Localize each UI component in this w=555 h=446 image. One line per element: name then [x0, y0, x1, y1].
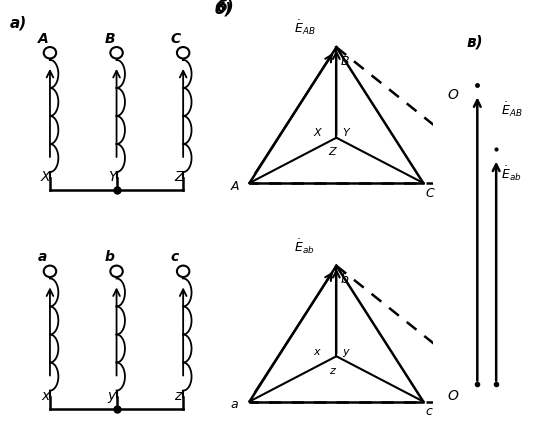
- Text: z: z: [174, 389, 181, 403]
- Text: C: C: [425, 187, 434, 200]
- Text: O: O: [447, 87, 458, 102]
- Text: x: x: [313, 347, 320, 356]
- Text: $\dot{E}_{AB}$: $\dot{E}_{AB}$: [501, 100, 522, 119]
- Text: $\dot{E}_{ab}$: $\dot{E}_{ab}$: [501, 164, 521, 183]
- Circle shape: [110, 265, 123, 277]
- Text: б): б): [215, 2, 233, 17]
- Text: a: a: [230, 398, 238, 412]
- Text: Y: Y: [108, 170, 116, 184]
- Text: z: z: [329, 366, 335, 376]
- Circle shape: [44, 265, 56, 277]
- Text: $\dot{E}_{AB}$: $\dot{E}_{AB}$: [294, 19, 315, 37]
- Text: $\dot{E}_{ab}$: $\dot{E}_{ab}$: [294, 237, 315, 256]
- Text: B: B: [340, 54, 349, 68]
- Text: c: c: [425, 405, 432, 418]
- Text: A: A: [38, 32, 48, 45]
- Text: Z: Z: [329, 147, 336, 157]
- Text: Z: Z: [174, 170, 184, 184]
- Text: b: b: [340, 273, 348, 286]
- Text: Y: Y: [342, 128, 349, 138]
- Text: b: b: [104, 250, 114, 264]
- Circle shape: [177, 265, 189, 277]
- Text: B: B: [104, 32, 115, 45]
- Text: O: O: [447, 388, 458, 403]
- Text: y: y: [342, 347, 349, 356]
- Text: x: x: [41, 389, 49, 403]
- Text: X: X: [41, 170, 51, 184]
- Circle shape: [44, 47, 56, 58]
- Text: c: c: [171, 250, 179, 264]
- Circle shape: [110, 47, 123, 58]
- Text: A: A: [230, 180, 239, 193]
- Circle shape: [177, 47, 189, 58]
- Text: a: a: [38, 250, 47, 264]
- Text: X: X: [313, 128, 321, 138]
- Text: б): б): [216, 0, 234, 16]
- Text: в): в): [466, 34, 483, 50]
- Text: C: C: [171, 32, 181, 45]
- Text: y: y: [108, 389, 116, 403]
- Text: а): а): [10, 15, 27, 30]
